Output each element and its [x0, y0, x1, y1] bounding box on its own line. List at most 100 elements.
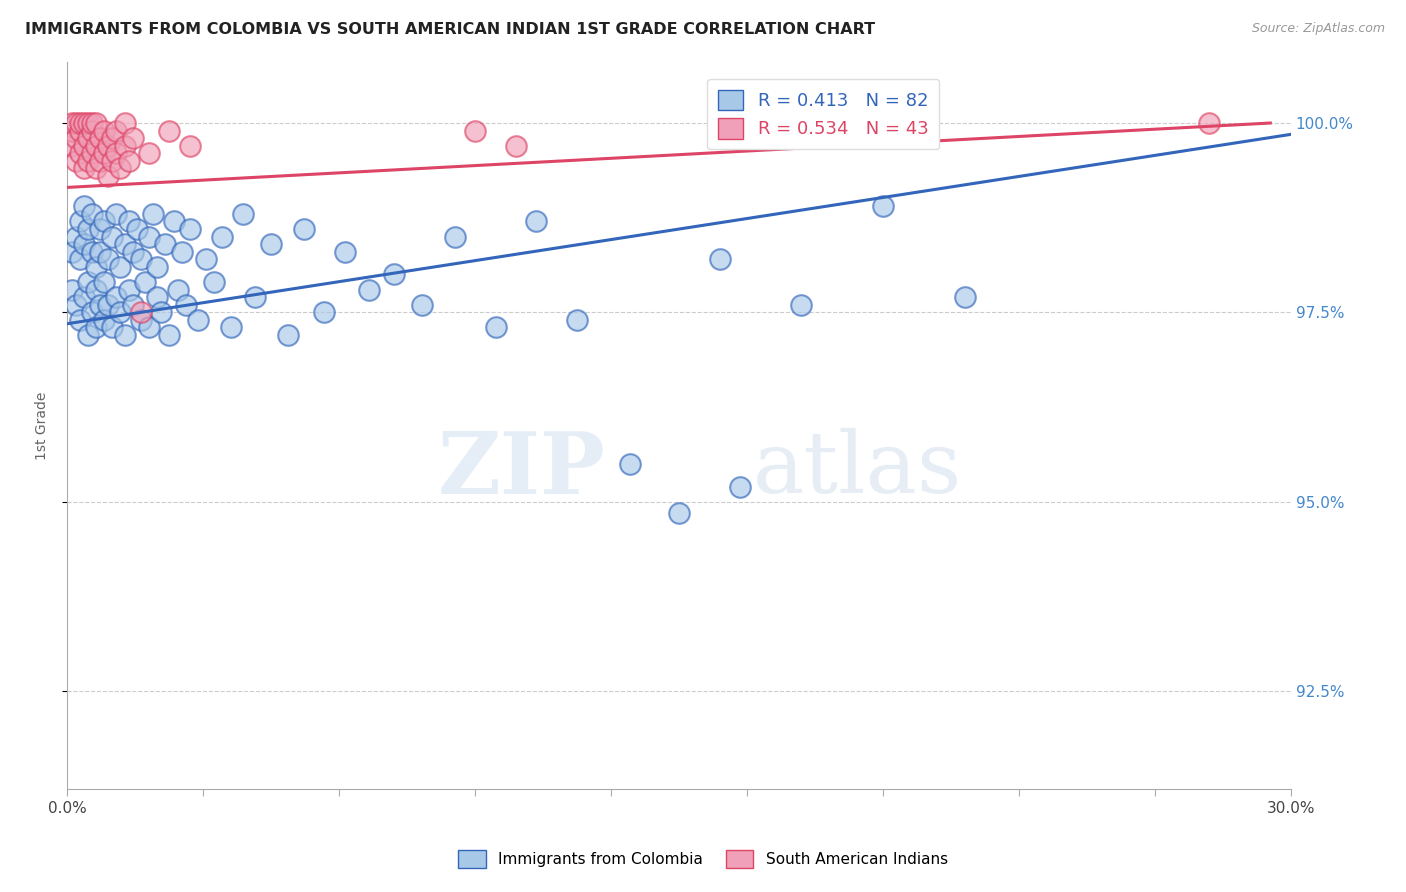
- Point: [872, 199, 894, 213]
- Point: [93, 146, 115, 161]
- Point: [150, 305, 173, 319]
- Legend: R = 0.413   N = 82, R = 0.534   N = 43: R = 0.413 N = 82, R = 0.534 N = 43: [707, 78, 939, 149]
- Point: [101, 131, 124, 145]
- Point: [166, 283, 188, 297]
- Point: [60, 138, 83, 153]
- Point: [1198, 116, 1220, 130]
- Point: [73, 237, 96, 252]
- Point: [76, 222, 98, 236]
- Point: [195, 252, 218, 267]
- Point: [730, 479, 752, 493]
- Point: [80, 305, 103, 319]
- Point: [101, 229, 124, 244]
- Point: [84, 283, 107, 297]
- Point: [179, 138, 201, 153]
- Point: [134, 275, 156, 289]
- Point: [411, 298, 433, 312]
- Point: [105, 207, 128, 221]
- Point: [138, 229, 160, 244]
- Point: [155, 237, 177, 252]
- Point: [790, 298, 813, 312]
- Point: [60, 244, 83, 259]
- Point: [89, 298, 111, 312]
- Point: [69, 214, 91, 228]
- Text: atlas: atlas: [752, 428, 962, 511]
- Point: [382, 268, 405, 282]
- Point: [121, 298, 143, 312]
- Point: [333, 244, 356, 259]
- Point: [464, 123, 486, 137]
- Point: [159, 328, 181, 343]
- Point: [162, 214, 184, 228]
- Point: [97, 169, 120, 183]
- Point: [101, 153, 124, 168]
- Point: [76, 328, 98, 343]
- Point: [138, 146, 160, 161]
- Point: [174, 298, 197, 312]
- Point: [93, 313, 115, 327]
- Point: [105, 146, 128, 161]
- Point: [89, 153, 111, 168]
- Point: [76, 131, 98, 145]
- Point: [97, 138, 120, 153]
- Point: [84, 320, 107, 334]
- Point: [114, 116, 136, 130]
- Point: [953, 290, 976, 304]
- Point: [125, 222, 148, 236]
- Point: [84, 116, 107, 130]
- Point: [65, 116, 87, 130]
- Point: [80, 146, 103, 161]
- Point: [179, 222, 201, 236]
- Point: [80, 116, 103, 130]
- Point: [73, 199, 96, 213]
- Point: [138, 320, 160, 334]
- Point: [69, 123, 91, 137]
- Point: [84, 260, 107, 274]
- Point: [69, 252, 91, 267]
- Point: [211, 229, 233, 244]
- Point: [114, 328, 136, 343]
- Point: [159, 123, 181, 137]
- Point: [121, 244, 143, 259]
- Point: [89, 244, 111, 259]
- Point: [359, 283, 381, 297]
- Point: [232, 207, 254, 221]
- Point: [314, 305, 336, 319]
- Point: [187, 313, 209, 327]
- Point: [202, 275, 225, 289]
- Point: [73, 116, 96, 130]
- Point: [105, 290, 128, 304]
- Point: [60, 123, 83, 137]
- Point: [146, 290, 169, 304]
- Point: [505, 138, 527, 153]
- Point: [93, 123, 115, 137]
- Point: [567, 313, 589, 327]
- Point: [105, 123, 128, 137]
- Legend: Immigrants from Colombia, South American Indians: Immigrants from Colombia, South American…: [453, 844, 953, 873]
- Point: [73, 138, 96, 153]
- Point: [243, 290, 266, 304]
- Point: [142, 207, 165, 221]
- Point: [114, 237, 136, 252]
- Point: [110, 161, 132, 176]
- Point: [93, 275, 115, 289]
- Point: [101, 320, 124, 334]
- Point: [129, 252, 152, 267]
- Point: [60, 116, 83, 130]
- Point: [129, 313, 152, 327]
- Point: [80, 123, 103, 137]
- Point: [709, 252, 731, 267]
- Point: [170, 244, 193, 259]
- Point: [69, 116, 91, 130]
- Point: [121, 131, 143, 145]
- Point: [219, 320, 242, 334]
- Point: [526, 214, 548, 228]
- Point: [84, 161, 107, 176]
- Text: Source: ZipAtlas.com: Source: ZipAtlas.com: [1251, 22, 1385, 36]
- Point: [619, 457, 641, 471]
- Point: [668, 506, 690, 520]
- Point: [80, 207, 103, 221]
- Point: [444, 229, 467, 244]
- Point: [118, 214, 141, 228]
- Point: [65, 298, 87, 312]
